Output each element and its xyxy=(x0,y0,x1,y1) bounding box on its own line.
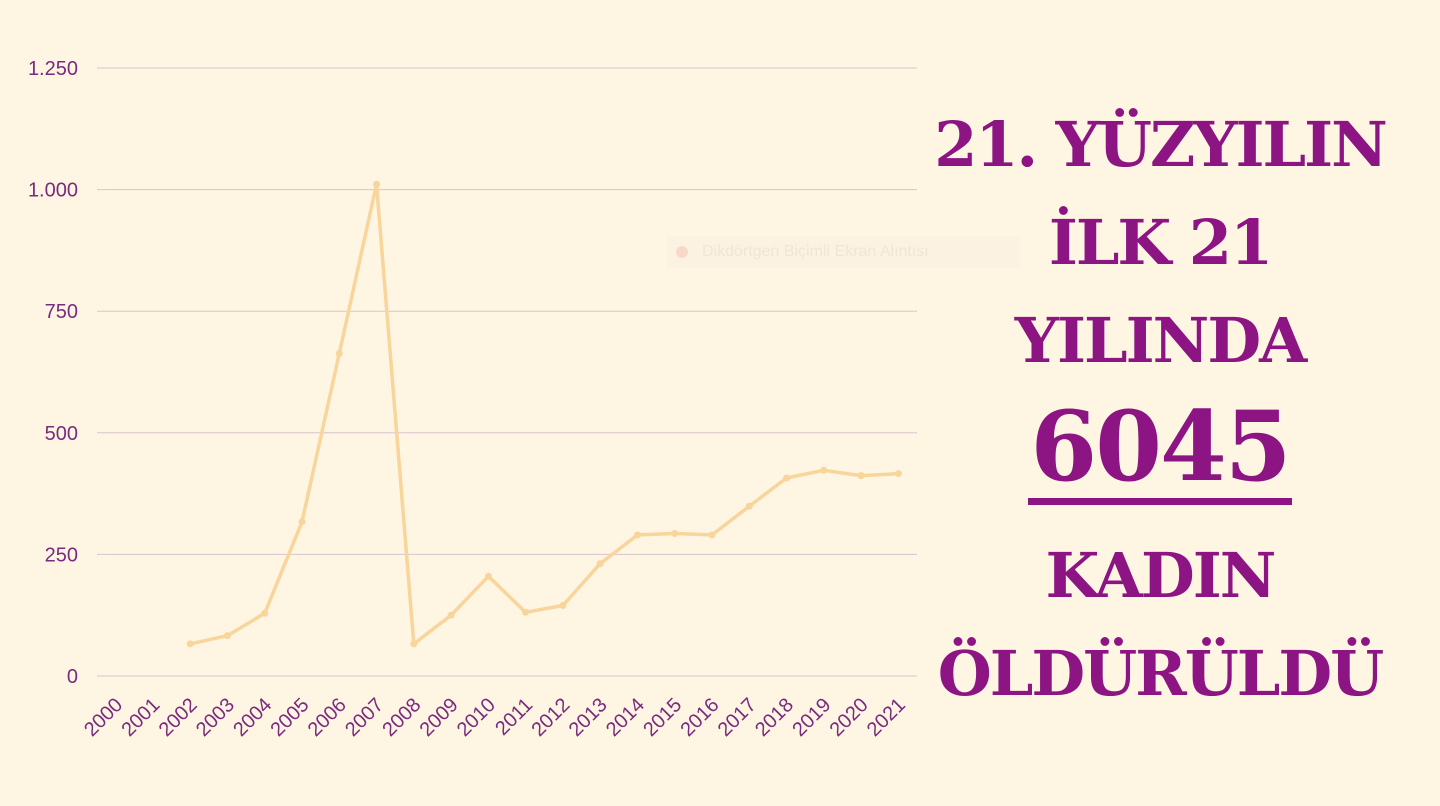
headline-line-1: 21. YÜZYILIN xyxy=(934,108,1388,181)
data-series xyxy=(186,180,902,648)
y-tick-label: 250 xyxy=(45,544,78,566)
headline-line-6: ÖLDÜRÜLDÜ xyxy=(937,637,1384,710)
x-tick-label: 2005 xyxy=(267,694,314,741)
x-tick-label: 2021 xyxy=(863,694,910,741)
x-tick-label: 2008 xyxy=(378,694,425,741)
data-point xyxy=(410,640,418,648)
x-tick-label: 2000 xyxy=(80,694,127,741)
series-line xyxy=(189,182,899,646)
x-tick-label: 2017 xyxy=(714,694,761,741)
x-tick-label: 2011 xyxy=(491,694,537,740)
headline-number: 6045 xyxy=(1028,390,1292,505)
data-point xyxy=(783,474,791,482)
x-tick-label: 2010 xyxy=(453,694,500,741)
data-point xyxy=(820,466,828,474)
data-point xyxy=(223,632,231,640)
x-tick-label: 2014 xyxy=(602,694,649,741)
y-tick-label: 500 xyxy=(45,423,78,445)
data-point xyxy=(298,518,306,526)
x-axis-ticks: 2000200120022003200420052006200720082009… xyxy=(80,694,910,741)
data-point xyxy=(335,350,343,358)
x-tick-label: 2020 xyxy=(826,694,873,741)
x-tick-label: 2004 xyxy=(229,694,276,741)
x-tick-label: 2007 xyxy=(341,694,388,741)
x-tick-label: 2013 xyxy=(565,694,612,741)
x-tick-label: 2001 xyxy=(117,694,164,741)
data-point xyxy=(447,611,455,619)
data-point xyxy=(484,572,492,580)
x-tick-label: 2019 xyxy=(788,694,835,741)
x-tick-label: 2002 xyxy=(155,694,202,741)
data-point xyxy=(186,640,194,648)
grid-lines xyxy=(97,67,917,677)
headline-line-2: İLK 21 xyxy=(1048,206,1273,279)
y-tick-label: 1.000 xyxy=(28,180,78,202)
headline: 21. YÜZYILIN İLK 21 YILINDA 6045 KADIN Ö… xyxy=(930,96,1390,723)
headline-line-3: YILINDA xyxy=(1014,304,1307,377)
record-dot-icon xyxy=(676,246,688,258)
data-point xyxy=(559,601,567,609)
screenshot-tooltip-label: Dikdörtgen Biçimli Ekran Alıntısı xyxy=(702,243,929,260)
headline-line-5: KADIN xyxy=(1045,539,1277,612)
data-point xyxy=(894,470,902,478)
x-tick-label: 2016 xyxy=(677,694,724,741)
x-tick-label: 2006 xyxy=(304,694,351,741)
data-point xyxy=(261,609,269,617)
x-tick-label: 2003 xyxy=(192,694,239,741)
x-tick-label: 2009 xyxy=(416,694,463,741)
y-tick-label: 0 xyxy=(67,666,78,688)
data-point xyxy=(522,608,530,616)
data-point xyxy=(708,531,716,539)
data-point xyxy=(671,529,679,537)
screenshot-tooltip: Dikdörtgen Biçimli Ekran Alıntısı xyxy=(666,236,1020,268)
data-point xyxy=(857,472,865,480)
y-tick-label: 1.250 xyxy=(28,58,78,80)
x-tick-label: 2012 xyxy=(527,694,574,741)
data-point xyxy=(633,531,641,539)
x-tick-label: 2015 xyxy=(639,694,686,741)
data-point xyxy=(745,502,753,510)
data-point xyxy=(373,180,381,188)
y-tick-label: 750 xyxy=(45,301,78,323)
x-tick-label: 2018 xyxy=(751,694,798,741)
data-point xyxy=(596,560,604,568)
y-axis-ticks: 0 250 500 750 1.000 1.250 xyxy=(28,58,78,688)
